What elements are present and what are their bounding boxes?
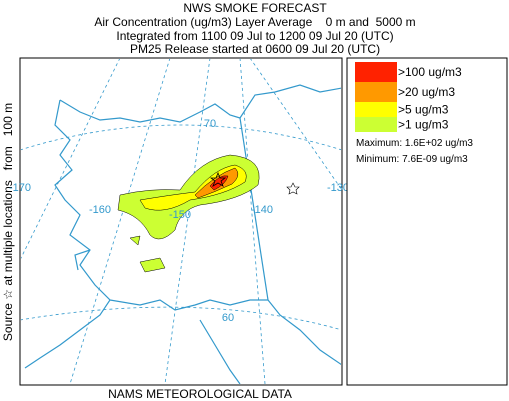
map-label: -150	[169, 209, 191, 221]
footer: NAMS METEOROLOGICAL DATA	[108, 387, 292, 401]
map-label: -160	[89, 204, 111, 216]
map-label: -130	[327, 182, 349, 194]
subtitle: PM25 Release started at 0600 09 Jul 20 (…	[130, 42, 380, 56]
legend-swatch	[355, 117, 397, 132]
map: -170 -160 -150 -140 -130 70 60	[9, 57, 349, 386]
legend-label: >100 ug/m3	[398, 65, 462, 79]
map-label: 60	[222, 312, 234, 324]
coastline	[24, 84, 341, 384]
plume	[129, 235, 166, 273]
source-star	[209, 171, 227, 187]
legend-label: >5 ug/m3	[398, 103, 449, 117]
legend-swatch	[355, 82, 397, 102]
subtitle: Air Concentration (ug/m3) Layer Average …	[94, 15, 415, 29]
source-star	[286, 182, 300, 195]
map-frame	[19, 57, 343, 386]
subtitle: Integrated from 1100 09 Jul to 1200 09 J…	[116, 29, 393, 43]
legend: Maximum: 1.6E+02 ug/m3 Minimum: 7.6E-09 …	[346, 57, 508, 386]
border	[239, 117, 269, 301]
legend-label: >20 ug/m3	[398, 85, 455, 99]
map-label: -140	[251, 204, 273, 216]
graticule	[21, 59, 341, 384]
side-label: Source ☆ at multiple locations from 100 …	[1, 103, 15, 341]
maximum: Maximum: 1.6E+02 ug/m3	[356, 138, 473, 149]
minimum: Minimum: 7.6E-09 ug/m3	[356, 154, 468, 165]
legend-label: >1 ug/m3	[398, 118, 449, 132]
title: NWS SMOKE FORECAST	[183, 1, 327, 15]
legend-swatch	[355, 102, 397, 117]
map-label: -170	[9, 182, 31, 194]
map-label: 70	[204, 118, 216, 130]
legend-swatch	[355, 62, 397, 82]
